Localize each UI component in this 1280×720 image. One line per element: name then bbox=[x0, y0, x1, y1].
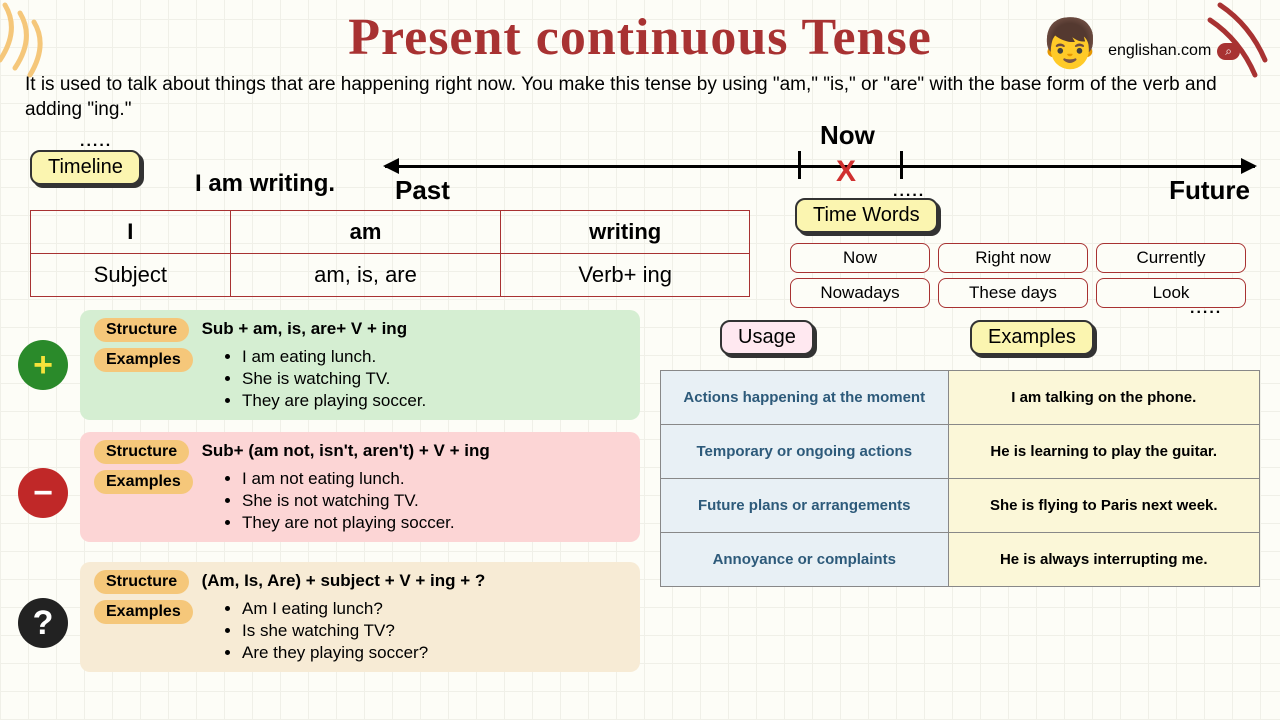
structure-chip: Structure bbox=[94, 570, 189, 594]
affirmative-structure: Sub + am, is, are+ V + ing bbox=[202, 319, 408, 338]
question-icon: ? bbox=[18, 598, 68, 648]
minus-icon: − bbox=[18, 468, 68, 518]
structure-table: Iamwriting Subjectam, is, areVerb+ ing bbox=[30, 210, 750, 297]
intro-text: It is used to talk about things that are… bbox=[0, 67, 1280, 122]
timeline-sentence: I am writing. bbox=[195, 170, 335, 198]
question-box: Structure (Am, Is, Are) + subject + V + … bbox=[80, 562, 640, 672]
future-label: Future bbox=[1169, 175, 1250, 206]
timeword-pill: Look bbox=[1096, 278, 1246, 308]
structure-chip: Structure bbox=[94, 440, 189, 464]
now-label: Now bbox=[820, 120, 875, 151]
usage-tag: Usage bbox=[720, 320, 814, 355]
examples-chip: Examples bbox=[94, 470, 193, 494]
character-icon: 👦 bbox=[1040, 15, 1100, 72]
examples-chip: Examples bbox=[94, 348, 193, 372]
affirmative-box: Structure Sub + am, is, are+ V + ing Exa… bbox=[80, 310, 640, 420]
usage-examples-table: Actions happening at the momentI am talk… bbox=[660, 370, 1260, 587]
timeword-pill: Currently bbox=[1096, 243, 1246, 273]
negative-examples: I am not eating lunch.She is not watchin… bbox=[224, 468, 630, 534]
timeline-arrow bbox=[385, 165, 1255, 168]
question-structure: (Am, Is, Are) + subject + V + ing + ? bbox=[202, 571, 486, 590]
timewords-tag: Time Words bbox=[795, 198, 938, 233]
examples-tag: Examples bbox=[970, 320, 1094, 355]
past-label: Past bbox=[395, 175, 450, 206]
negative-box: Structure Sub+ (am not, isn't, aren't) +… bbox=[80, 432, 640, 542]
timeword-pill: Now bbox=[790, 243, 930, 273]
plus-icon: + bbox=[18, 340, 68, 390]
decoration-squiggle bbox=[0, 0, 80, 80]
decoration-dots: ..... bbox=[80, 133, 112, 151]
examples-chip: Examples bbox=[94, 600, 193, 624]
timeword-pill: These days bbox=[938, 278, 1088, 308]
negative-structure: Sub+ (am not, isn't, aren't) + V + ing bbox=[202, 441, 490, 460]
now-marker: X bbox=[836, 155, 856, 189]
structure-chip: Structure bbox=[94, 318, 189, 342]
timeword-pill: Right now bbox=[938, 243, 1088, 273]
timeline-tag: Timeline bbox=[30, 150, 141, 185]
decoration-dots: ..... bbox=[1190, 300, 1222, 318]
timeline-tick bbox=[798, 151, 801, 179]
affirmative-examples: I am eating lunch.She is watching TV.The… bbox=[224, 346, 630, 412]
question-examples: Am I eating lunch?Is she watching TV?Are… bbox=[224, 598, 630, 664]
timeline-tick bbox=[900, 151, 903, 179]
timeword-pill: Nowadays bbox=[790, 278, 930, 308]
search-icon: ⌕ bbox=[1217, 43, 1240, 60]
brand-label: englishan.com⌕ bbox=[1108, 42, 1240, 60]
